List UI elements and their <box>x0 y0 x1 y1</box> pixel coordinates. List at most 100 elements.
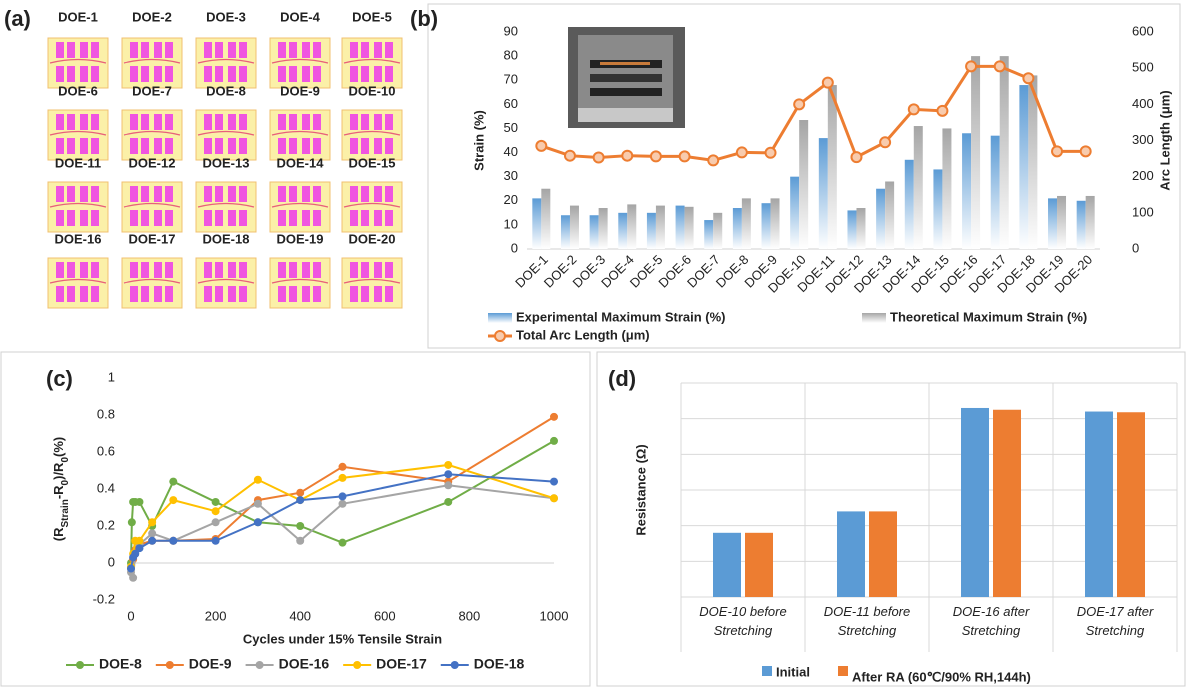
design-pattern <box>121 109 183 161</box>
design-label: DOE-6 <box>58 83 98 98</box>
y-tick-label: 20 <box>504 192 518 207</box>
pattern-pad <box>80 138 88 154</box>
marker <box>338 492 347 501</box>
pattern-trace <box>123 202 181 208</box>
marker <box>550 477 558 486</box>
pattern-pad <box>215 66 223 82</box>
pattern-pad <box>278 138 286 154</box>
pattern-pad <box>313 138 321 154</box>
pattern-trace <box>123 58 181 64</box>
pattern-pad <box>289 138 297 154</box>
marker <box>211 536 220 545</box>
pattern-pad <box>80 262 88 278</box>
marker <box>129 573 138 582</box>
marker <box>535 139 548 152</box>
design-label: DOE-20 <box>349 231 396 246</box>
pattern-pad <box>313 114 321 130</box>
pattern-pad <box>141 114 149 130</box>
x-tick-label: 400 <box>289 608 311 623</box>
design-label: DOE-2 <box>132 9 172 24</box>
pattern-pad <box>67 210 75 226</box>
pattern-pad <box>91 138 99 154</box>
design-pattern <box>47 181 109 233</box>
bar <box>761 203 771 249</box>
legend-label: DOE-9 <box>189 656 232 672</box>
pattern-trace <box>343 278 401 284</box>
design-pattern <box>47 37 109 89</box>
y-tick-label: 0.6 <box>97 443 115 458</box>
marker <box>550 436 558 445</box>
pattern-pad <box>239 42 247 58</box>
marker <box>253 499 262 508</box>
design-label: DOE-9 <box>280 83 320 98</box>
marker <box>444 470 453 479</box>
pattern-pad <box>56 286 64 302</box>
design-label: DOE-7 <box>132 83 172 98</box>
pattern-pad <box>239 114 247 130</box>
pattern-pad <box>278 42 286 58</box>
pattern-pad <box>154 66 162 82</box>
pattern-pad <box>141 186 149 202</box>
pattern-pad <box>385 138 393 154</box>
legend-label: DOE-18 <box>474 656 525 672</box>
bar <box>1019 85 1029 250</box>
bar <box>869 511 897 597</box>
pattern-pad <box>302 66 310 82</box>
panel-label: (d) <box>608 366 636 391</box>
pattern-trace <box>343 202 401 208</box>
pattern-pad <box>289 210 297 226</box>
bar <box>532 198 542 249</box>
y-tick-label: 70 <box>504 72 518 87</box>
pattern-pad <box>91 186 99 202</box>
pattern-pad <box>350 114 358 130</box>
marker <box>444 481 453 490</box>
y-axis-label-part: 0 <box>60 479 71 485</box>
marker <box>131 549 140 558</box>
pattern-pad <box>141 210 149 226</box>
pattern-pad <box>374 286 382 302</box>
design-pattern <box>195 181 257 233</box>
design-label: DOE-3 <box>206 9 246 24</box>
pattern-pad <box>385 186 393 202</box>
bar <box>818 138 828 249</box>
pattern-pad <box>80 42 88 58</box>
design-pattern <box>121 257 183 309</box>
marker <box>444 460 453 469</box>
pattern-pad <box>204 138 212 154</box>
bar <box>655 205 665 249</box>
pattern-pad <box>91 286 99 302</box>
design-label: DOE-17 <box>129 231 176 246</box>
pattern-pad <box>154 186 162 202</box>
y2-axis-label: Arc Length (μm) <box>1157 90 1172 190</box>
marker <box>135 536 144 545</box>
y2-tick-label: 600 <box>1132 23 1154 38</box>
design-pattern <box>47 257 109 309</box>
pattern-pad <box>385 66 393 82</box>
marker <box>127 518 136 527</box>
y-tick-label: 0.4 <box>97 480 115 495</box>
pattern-pad <box>165 138 173 154</box>
pattern-pad <box>215 286 223 302</box>
legend-label: DOE-17 <box>376 656 427 672</box>
bar <box>1085 411 1113 597</box>
panel-label: (a) <box>4 6 31 31</box>
pattern-pad <box>67 262 75 278</box>
y-tick-label: 0.8 <box>97 406 115 421</box>
bar <box>589 215 599 249</box>
y-axis-label-part: (R <box>51 527 66 541</box>
bar <box>885 181 895 249</box>
bar <box>713 212 723 249</box>
bar <box>713 532 741 597</box>
y-axis-label-part: -R <box>51 485 66 499</box>
design-pattern <box>195 257 257 309</box>
marker <box>148 518 157 527</box>
bar <box>962 133 972 249</box>
pattern-pad <box>67 286 75 302</box>
pattern-pad <box>204 286 212 302</box>
pattern-pad <box>239 286 247 302</box>
pattern-pad <box>165 66 173 82</box>
design-label: DOE-14 <box>277 155 325 170</box>
legend-swatch <box>762 666 772 676</box>
pattern-pad <box>141 262 149 278</box>
pattern-pad <box>130 186 138 202</box>
